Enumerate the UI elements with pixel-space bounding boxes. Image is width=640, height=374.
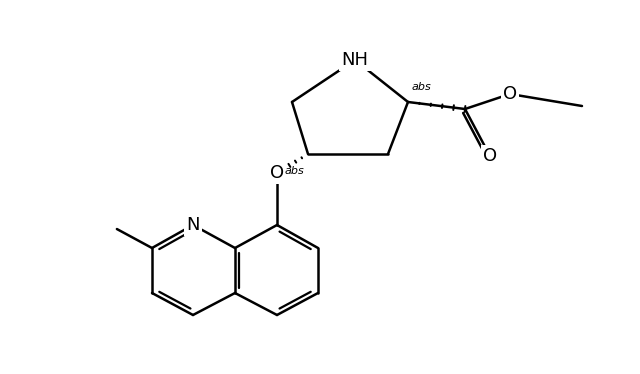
- Text: N: N: [186, 216, 200, 234]
- Text: NH: NH: [342, 51, 369, 69]
- Text: abs: abs: [412, 82, 432, 92]
- Text: O: O: [270, 164, 284, 182]
- Text: O: O: [483, 147, 497, 165]
- Text: O: O: [503, 85, 517, 103]
- Text: abs: abs: [285, 166, 305, 176]
